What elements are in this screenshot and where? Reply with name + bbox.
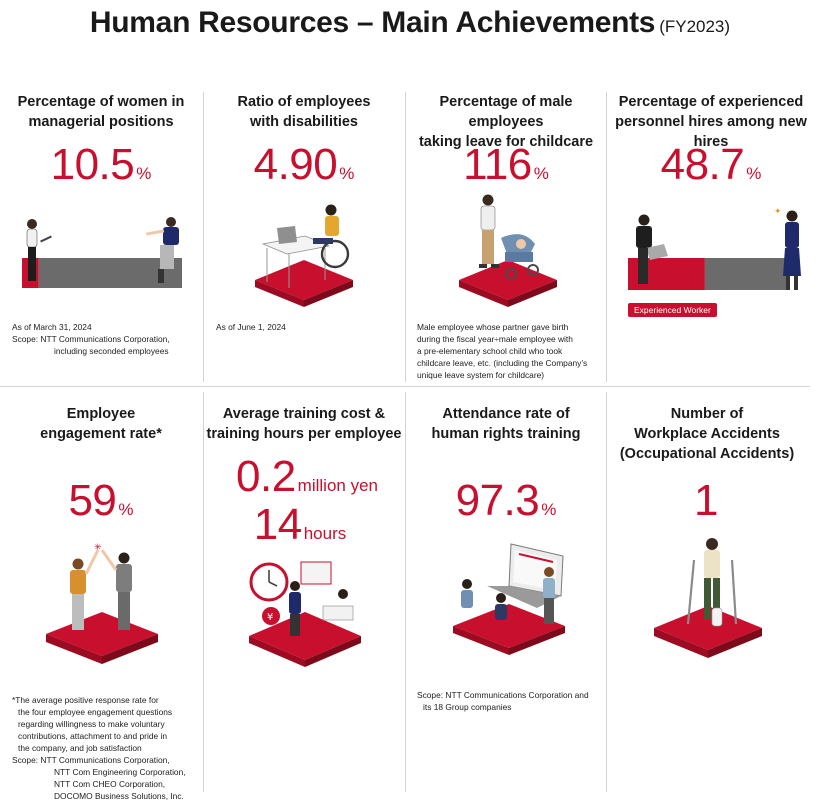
title-period: (FY2023) (659, 17, 731, 36)
svg-text:✳: ✳ (94, 543, 102, 553)
metric-women-managers: Percentage of women in managerial positi… (0, 92, 202, 382)
metric-note: Scope: NTT Communications Corporation an… (417, 690, 589, 712)
metric-heading: Ratio of employees with disabilities (237, 94, 371, 130)
share-bar-gray (704, 258, 786, 290)
metric-note: As of June 1, 2024 (216, 322, 286, 332)
metric-value-2: 14 hours (253, 500, 347, 549)
divider-v4 (203, 392, 204, 792)
metric-value: 48.7% (660, 140, 762, 189)
stroller-illustration (459, 194, 557, 307)
metric-heading: Percentage of male employees taking leav… (418, 94, 594, 150)
metric-value: 59% (68, 476, 134, 525)
metric-note: *The average positive response rate for … (12, 695, 186, 801)
svg-text:¥: ¥ (267, 612, 273, 623)
divider-v2 (405, 92, 406, 382)
metric-training: Average training cost & training hours p… (203, 398, 405, 798)
metric-heading: Average training cost & training hours p… (206, 406, 402, 442)
metric-human-rights-training: Attendance rate of human rights training… (405, 398, 607, 798)
metric-heading: Attendance rate of human rights training (431, 406, 581, 442)
crutches-illustration (654, 538, 762, 658)
experienced-hire-illustration: ✦ (628, 207, 801, 290)
metric-value: 4.90% (253, 140, 355, 189)
metric-workplace-accidents: Number of Workplace Accidents (Occupatio… (606, 398, 808, 798)
divider-v1 (203, 92, 204, 382)
high-five-illustration: ✳ (46, 543, 158, 664)
online-training-illustration (453, 543, 565, 655)
divider-h (0, 386, 810, 387)
metric-disabilities: Ratio of employees with disabilities 4.9… (203, 92, 405, 382)
metric-experienced-hires: Percentage of experienced personnel hire… (606, 92, 816, 382)
training-illustration: ¥ (249, 561, 361, 667)
metric-value: 0.2 million yen (236, 452, 378, 501)
page-title: Human Resources – Main Achievements (FY20… (0, 6, 820, 40)
divider-v3 (606, 92, 607, 382)
svg-text:✦: ✦ (774, 207, 782, 217)
metric-heading: Percentage of experienced personnel hire… (615, 94, 807, 150)
metric-heading: Percentage of women in managerial positi… (17, 94, 185, 130)
metric-value: 1 (694, 476, 718, 525)
wheelchair-desk-illustration (255, 204, 353, 307)
title-main: Human Resources – Main Achievements (89, 6, 656, 39)
metric-value: 10.5% (50, 140, 152, 189)
metric-heading: Employee engagement rate* (40, 406, 162, 442)
metric-engagement: Employee engagement rate* 59% ✳ *The ave… (0, 398, 202, 801)
metric-note: As of March 31, 2024 Scope: NTT Communic… (12, 322, 170, 356)
experienced-worker-tag: Experienced Worker (628, 303, 717, 317)
metric-heading: Number of Workplace Accidents (Occupatio… (619, 406, 795, 462)
divider-v5 (405, 392, 406, 792)
metric-note: Male employee whose partner gave birth d… (417, 322, 588, 380)
metric-value: 97.3% (455, 476, 557, 525)
metric-male-childcare-leave: Percentage of male employees taking leav… (405, 92, 607, 382)
divider-v6 (606, 392, 607, 792)
metric-value: 116% (463, 140, 549, 189)
women-manager-illustration (22, 217, 182, 288)
